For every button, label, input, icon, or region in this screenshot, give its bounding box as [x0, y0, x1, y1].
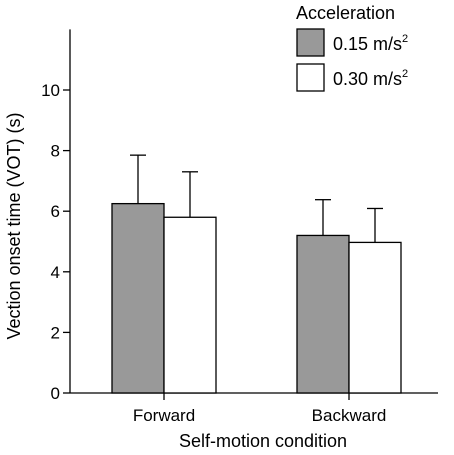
- y-tick-label: 6: [51, 202, 60, 221]
- x-tick-label: Forward: [133, 406, 195, 425]
- x-tick-label: Backward: [312, 406, 387, 425]
- legend-label: 0.30 m/s2: [333, 68, 408, 89]
- chart-y-ticks: 0 2 4 6 8 10: [41, 81, 70, 403]
- legend-swatch: [296, 28, 325, 57]
- y-tick-label: 10: [41, 81, 60, 100]
- y-axis-title: Vection onset time (VOT) (s): [4, 112, 24, 339]
- legend-swatch: [296, 63, 325, 92]
- chart-error-bars: [130, 154, 383, 243]
- y-tick-label: 8: [51, 142, 60, 161]
- legend-label-superscript: 2: [402, 68, 408, 80]
- chart-bars: [111, 202, 402, 394]
- legend-label-main: 0.15 m/s: [333, 34, 402, 54]
- legend-items: 0.15 m/s20.30 m/s2: [296, 28, 408, 92]
- bar: [296, 234, 350, 394]
- legend: Acceleration 0.15 m/s20.30 m/s2: [296, 3, 408, 92]
- x-axis-title: Self-motion condition: [179, 431, 347, 451]
- legend-label-superscript: 2: [402, 33, 408, 45]
- legend-label-main: 0.30 m/s: [333, 69, 402, 89]
- y-tick-label: 4: [51, 263, 60, 282]
- chart-x-categories: Forward Backward: [133, 393, 387, 425]
- legend-label: 0.15 m/s2: [333, 33, 408, 54]
- y-tick-label: 0: [51, 384, 60, 403]
- legend-title: Acceleration: [296, 3, 395, 23]
- bar: [111, 202, 165, 394]
- bar: [348, 241, 402, 394]
- y-tick-label: 2: [51, 323, 60, 342]
- bar: [163, 216, 217, 394]
